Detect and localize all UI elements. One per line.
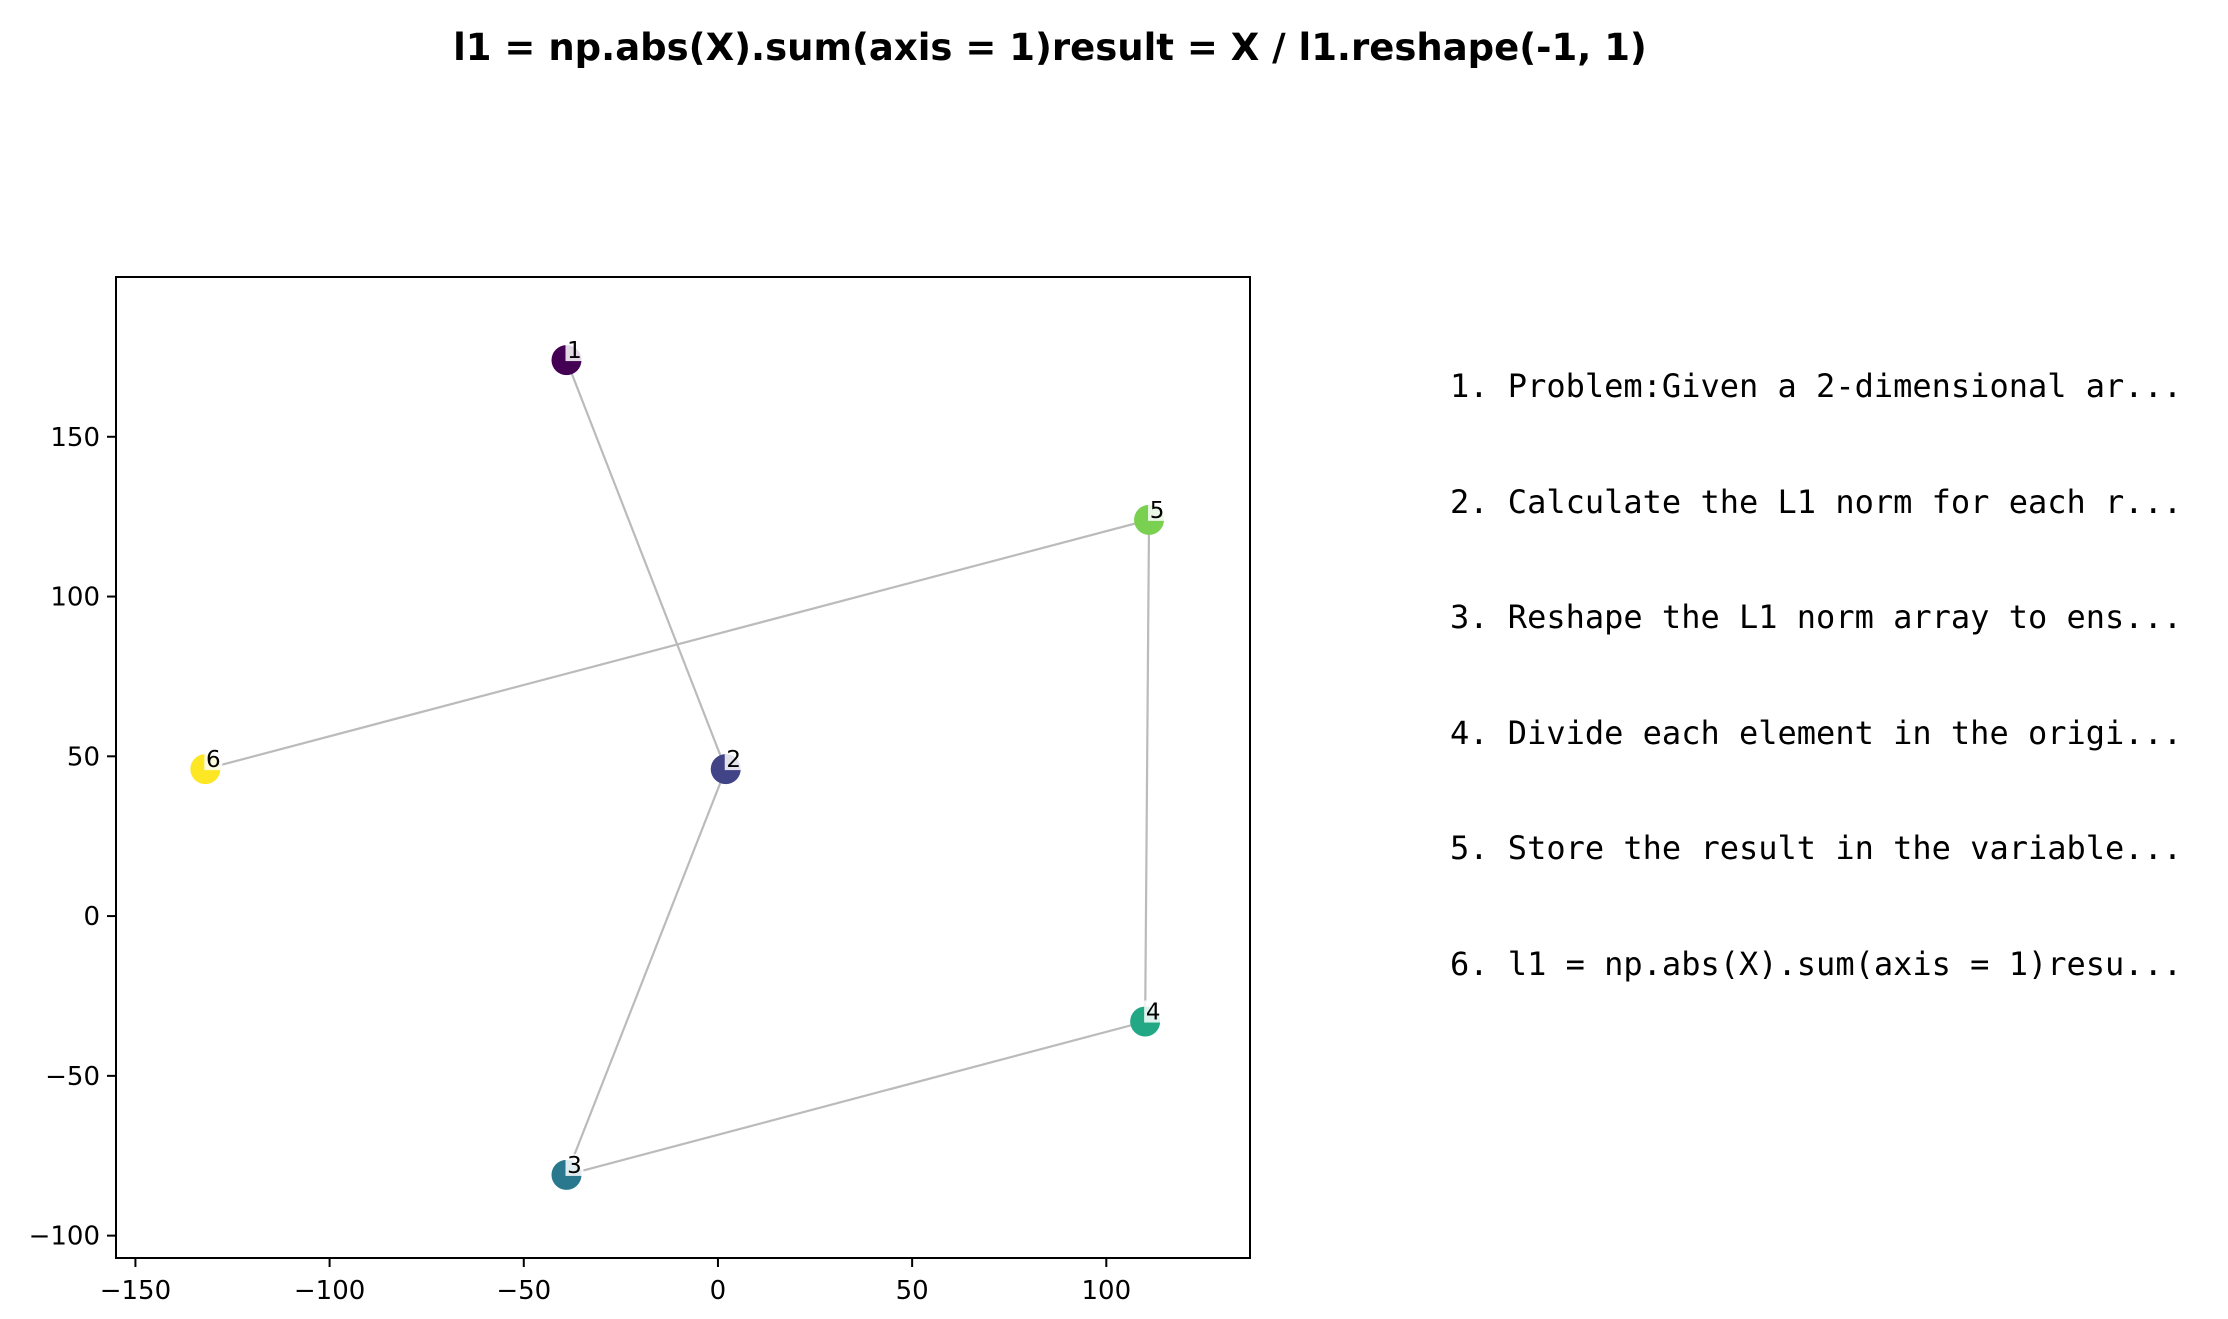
step-item: 5. Store the result in the variable... [1450, 829, 2183, 867]
connecting-lines [205, 359, 1151, 1176]
chart-title: l1 = np.abs(X).sum(axis = 1)result = X /… [453, 26, 1647, 69]
connector-line-5 [205, 518, 1150, 771]
step-item: 3. Reshape the L1 norm array to ens... [1450, 598, 2183, 636]
y-axis-ticks: −100 −50 0 50 100 150 [29, 423, 116, 1252]
point-label-bg [565, 339, 584, 362]
y-tick-label: −100 [29, 1222, 100, 1252]
point-label-1: 1 [567, 338, 582, 364]
point-labels: 1 2 3 4 5 6 [204, 338, 1167, 1179]
x-tick-label: 50 [896, 1276, 929, 1306]
x-tick-label: 0 [710, 1276, 727, 1306]
point-label-6: 6 [206, 747, 221, 773]
step-item: 1. Problem:Given a 2-dimensional ar... [1450, 367, 2183, 405]
steps-list: 1. Problem:Given a 2-dimensional ar... 2… [1450, 290, 2182, 1022]
y-tick-label: −50 [45, 1062, 100, 1092]
point-label-bg [565, 1153, 584, 1176]
point-label-bg [204, 748, 223, 771]
point-label-2: 2 [726, 747, 741, 773]
x-tick-label: 100 [1081, 1276, 1131, 1306]
y-tick-label: 50 [67, 742, 100, 772]
connector-line-2 [565, 768, 727, 1176]
x-axis-ticks: −150 −100 −50 0 50 100 [100, 1258, 1131, 1306]
connector-line-4 [1144, 519, 1151, 1022]
y-tick-label: 100 [50, 583, 100, 613]
step-item: 4. Divide each element in the origi... [1450, 713, 2183, 752]
step-item: 6. l1 = np.abs(X).sum(axis = 1)resu... [1450, 944, 2183, 983]
point-label-5: 5 [1150, 498, 1165, 524]
connector-line-1 [565, 359, 727, 770]
point-label-3: 3 [567, 1153, 582, 1179]
point-label-4: 4 [1146, 1000, 1161, 1026]
y-tick-label: 150 [50, 423, 100, 453]
y-tick-label: 0 [83, 902, 100, 932]
point-label-bg [724, 748, 743, 771]
point-label-bg [1148, 498, 1167, 521]
point-label-bg [1144, 1000, 1163, 1023]
data-points [190, 345, 1165, 1190]
x-tick-label: −150 [100, 1276, 171, 1306]
connector-line-3 [566, 1020, 1146, 1176]
x-tick-label: −50 [496, 1276, 551, 1306]
plot-area-frame [115, 276, 1251, 1259]
step-item: 2. Calculate the L1 norm for each r... [1450, 482, 2183, 521]
x-tick-label: −100 [294, 1276, 365, 1306]
